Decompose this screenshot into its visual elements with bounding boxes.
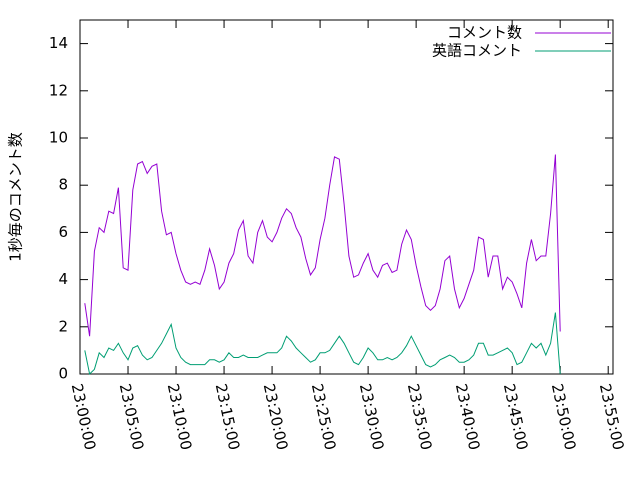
- x-tick-label: 23:05:00: [116, 382, 148, 452]
- y-tick-label: 2: [58, 317, 68, 335]
- y-tick-label: 0: [58, 365, 68, 383]
- x-tick-label: 23:00:00: [68, 382, 100, 452]
- legend-label: 英語コメント: [432, 42, 522, 60]
- y-tick-label: 12: [49, 81, 68, 99]
- x-tick-label: 23:20:00: [260, 382, 292, 452]
- series-line: [84, 312, 561, 376]
- series-line: [84, 154, 561, 337]
- x-tick-label: 23:40:00: [452, 382, 484, 452]
- x-tick-label: 23:45:00: [500, 382, 532, 452]
- y-tick-label: 8: [58, 176, 68, 194]
- x-tick-label: 23:35:00: [404, 382, 436, 452]
- x-tick-label: 23:55:00: [596, 382, 628, 452]
- y-tick-label: 4: [58, 270, 68, 288]
- x-tick-label: 23:50:00: [548, 382, 580, 452]
- x-tick-label: 23:25:00: [308, 382, 340, 452]
- y-tick-label: 6: [58, 223, 68, 241]
- legend-label: コメント数: [447, 24, 522, 42]
- y-tick-label: 10: [49, 129, 68, 147]
- x-tick-label: 23:15:00: [212, 382, 244, 452]
- x-tick-label: 23:10:00: [164, 382, 196, 452]
- y-axis-label: 1秒毎のコメント数: [7, 132, 25, 262]
- plot-frame: [79, 19, 614, 375]
- x-tick-label: 23:30:00: [356, 382, 388, 452]
- y-tick-label: 14: [49, 34, 68, 52]
